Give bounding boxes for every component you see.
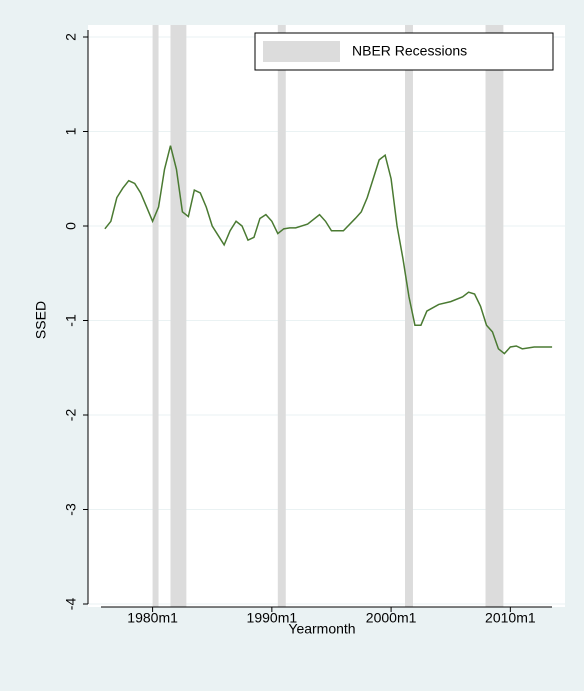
y-tick-label: -1: [63, 314, 79, 327]
recession-band: [277, 25, 286, 607]
legend-label: NBER Recessions: [352, 43, 467, 59]
y-tick-label: 0: [63, 222, 79, 230]
x-tick-label: 1980m1: [127, 610, 178, 626]
x-axis-title: Yearmonth: [288, 621, 355, 637]
x-tick-label: 1990m1: [247, 610, 298, 626]
x-tick-label: 2010m1: [485, 610, 536, 626]
y-tick-label: -3: [63, 503, 79, 516]
y-tick-label: -2: [63, 409, 79, 422]
legend-swatch: [263, 41, 340, 62]
recession-band: [170, 25, 187, 607]
y-tick-label: 2: [63, 33, 79, 41]
y-axis-title: SSED: [33, 301, 49, 339]
recession-band: [152, 25, 159, 607]
recession-band: [485, 25, 504, 607]
recession-band: [405, 25, 413, 607]
y-tick-label: -4: [63, 598, 79, 611]
y-tick-label: 1: [63, 127, 79, 135]
data-line: [104, 145, 553, 355]
x-tick-label: 2000m1: [366, 610, 417, 626]
